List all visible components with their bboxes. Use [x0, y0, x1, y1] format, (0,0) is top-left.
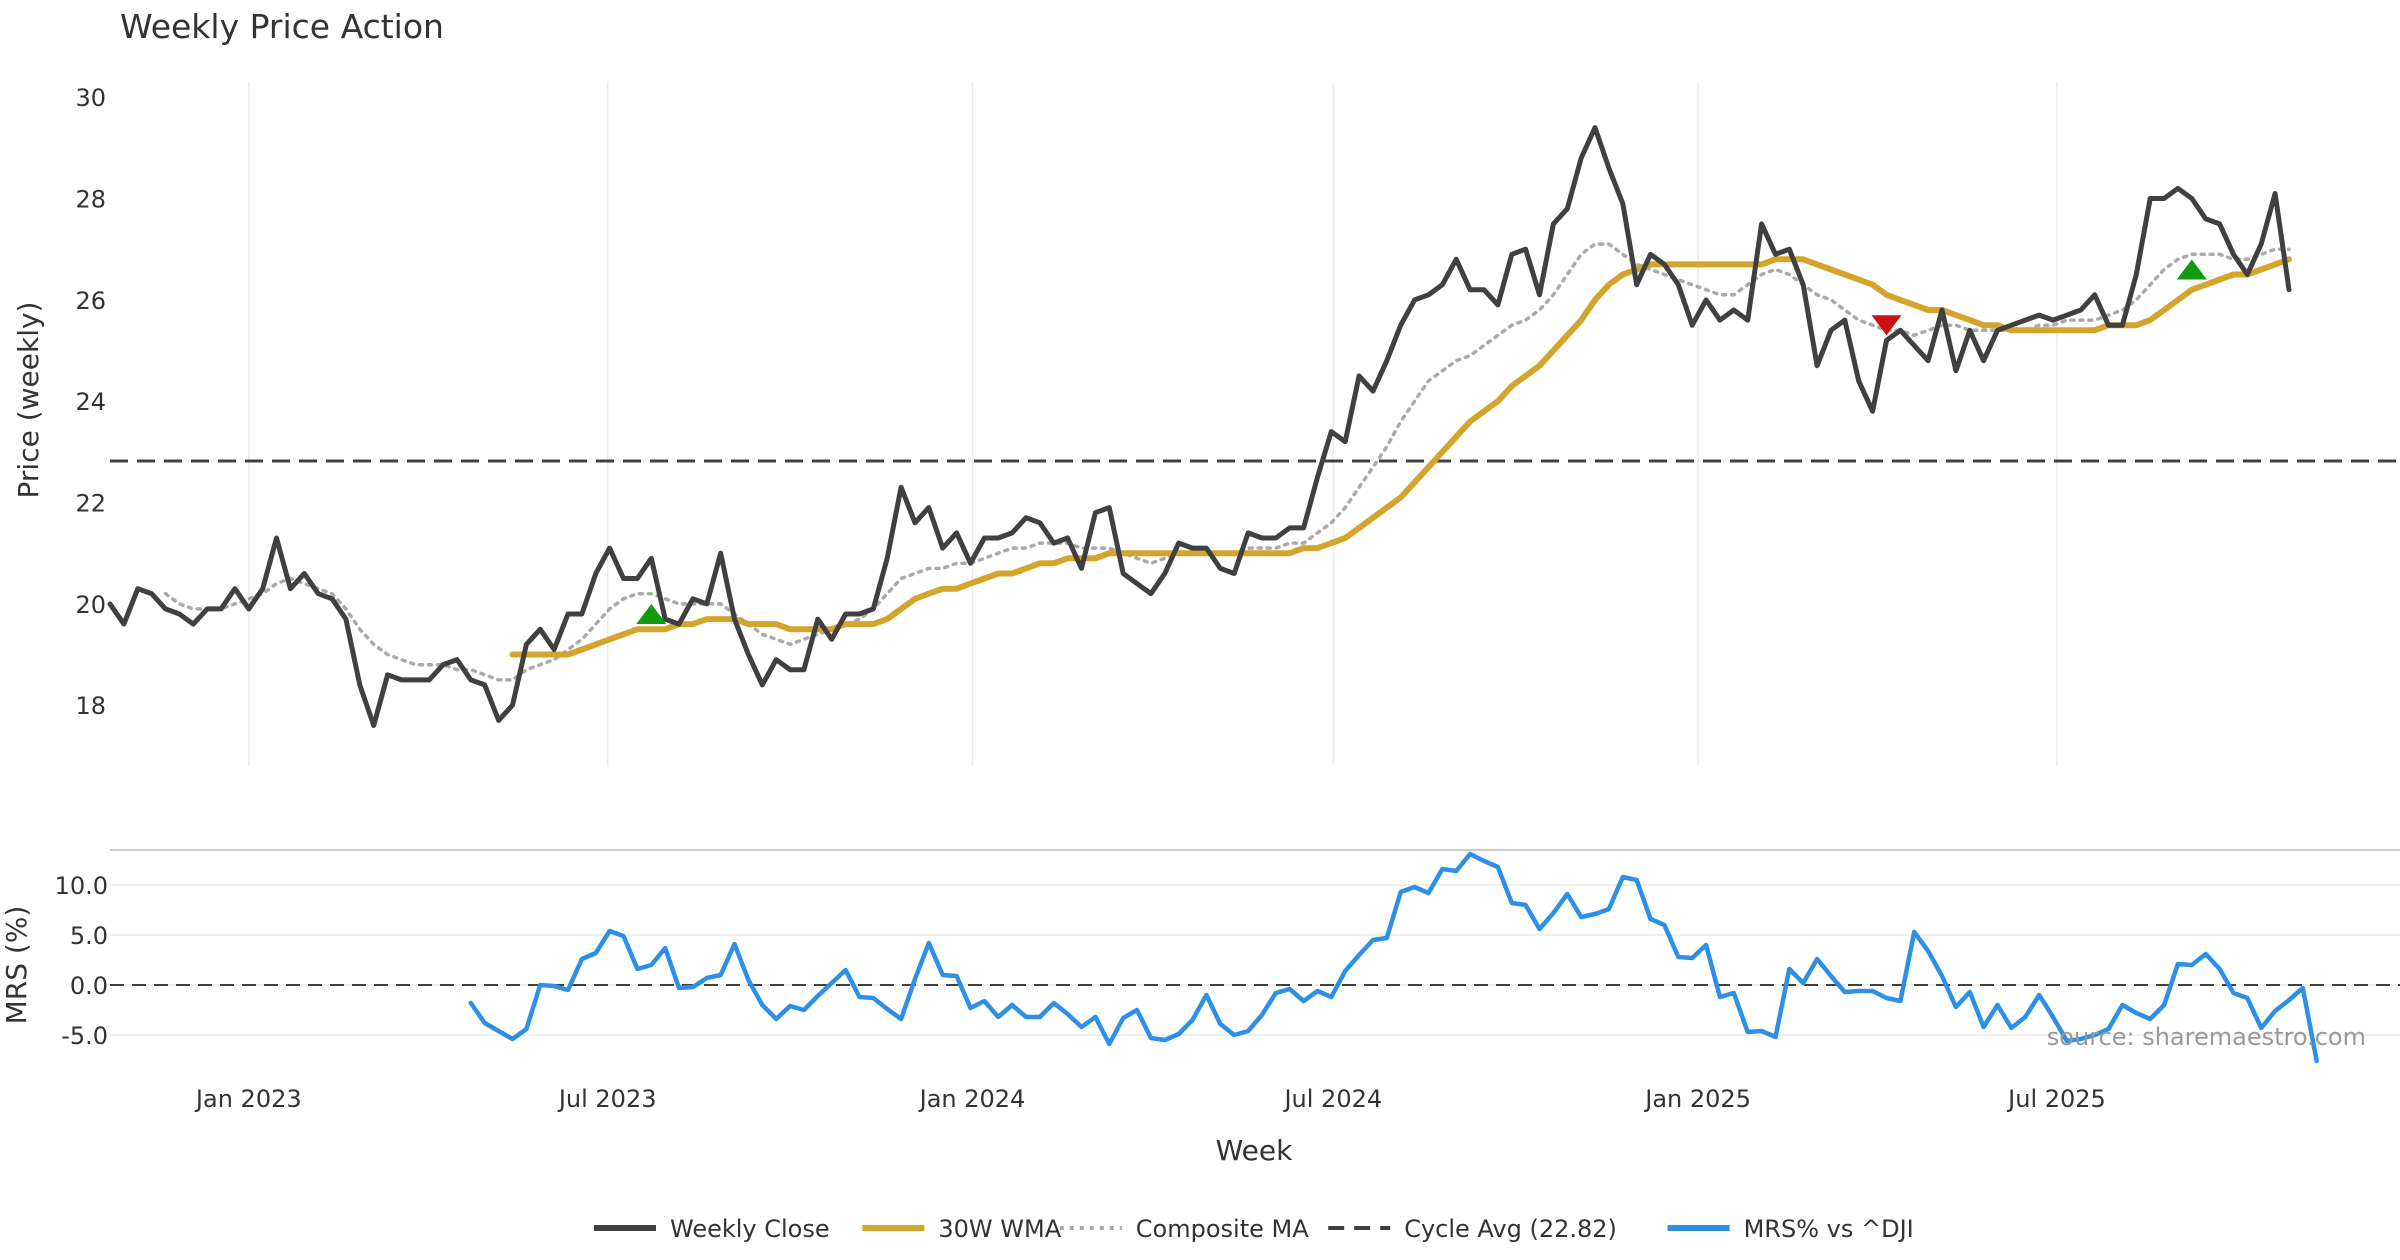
legend-label: Cycle Avg (22.82) — [1404, 1215, 1617, 1243]
mrs-y-ticks: -5.0 0.0 5.0 10.0 — [55, 872, 108, 1050]
source-credit: source: sharemaestro.com — [2047, 1023, 2366, 1051]
price-y-tick-label: 26 — [75, 287, 106, 315]
x-tick-label: Jul 2025 — [2006, 1085, 2106, 1113]
x-tick-label: Jul 2023 — [557, 1085, 657, 1113]
chart-title: Weekly Price Action — [120, 7, 444, 46]
price-y-ticks: 18 20 22 24 26 28 30 — [75, 84, 106, 720]
x-tick-label: Jan 2024 — [918, 1085, 1026, 1113]
price-y-tick-label: 18 — [75, 692, 106, 720]
legend-label: Weekly Close — [670, 1215, 830, 1243]
mrs-y-axis-label: MRS (%) — [0, 906, 33, 1025]
legend-item: MRS% vs ^DJI — [1667, 1215, 1914, 1243]
price-y-tick-label: 20 — [75, 591, 106, 619]
legend: Weekly Close 30W WMA Composite MA Cycle Avg… — [594, 1215, 1914, 1243]
buy-signal-marker — [636, 604, 667, 624]
mrs-y-tick-label: 10.0 — [55, 872, 108, 900]
buy-signal-marker — [2176, 259, 2207, 280]
mrs-line — [468, 851, 2319, 1064]
x-axis-label: Week — [1216, 1134, 1293, 1167]
mrs-series-layer — [110, 851, 2400, 1064]
legend-item: 30W WMA — [862, 1215, 1062, 1243]
x-tick-label: Jan 2023 — [194, 1085, 302, 1113]
x-tick-label: Jul 2024 — [1282, 1085, 1382, 1113]
x-ticks: Jan 2023 Jul 2023 Jan 2024 Jul 2024 Jan 2025… — [194, 1085, 2106, 1113]
legend-label: Composite MA — [1136, 1215, 1309, 1243]
price-series-layer — [107, 125, 2400, 728]
price-y-axis-label: Price (weekly) — [12, 302, 45, 499]
price-y-tick-label: 28 — [75, 186, 106, 214]
price-y-tick-label: 24 — [75, 388, 106, 416]
price-y-tick-label: 22 — [75, 490, 106, 518]
weekly-close-line — [107, 125, 2292, 728]
legend-item: Cycle Avg (22.82) — [1328, 1215, 1617, 1243]
sell-signal-marker — [1871, 315, 1902, 336]
30w-wma-line — [509, 256, 2292, 658]
price-y-tick-label: 30 — [75, 84, 106, 112]
legend-item: Weekly Close — [594, 1215, 830, 1243]
mrs-y-tick-label: 0.0 — [70, 972, 108, 1000]
mrs-y-tick-label: 5.0 — [70, 922, 108, 950]
price-grid — [248, 82, 2058, 766]
legend-label: MRS% vs ^DJI — [1744, 1215, 1914, 1243]
x-tick-label: Jan 2025 — [1643, 1085, 1751, 1113]
mrs-y-tick-label: -5.0 — [61, 1022, 108, 1050]
signal-markers — [636, 259, 2207, 624]
legend-item: Composite MA — [1059, 1215, 1309, 1243]
legend-label: 30W WMA — [938, 1215, 1061, 1243]
mrs-grid — [110, 849, 2400, 1036]
